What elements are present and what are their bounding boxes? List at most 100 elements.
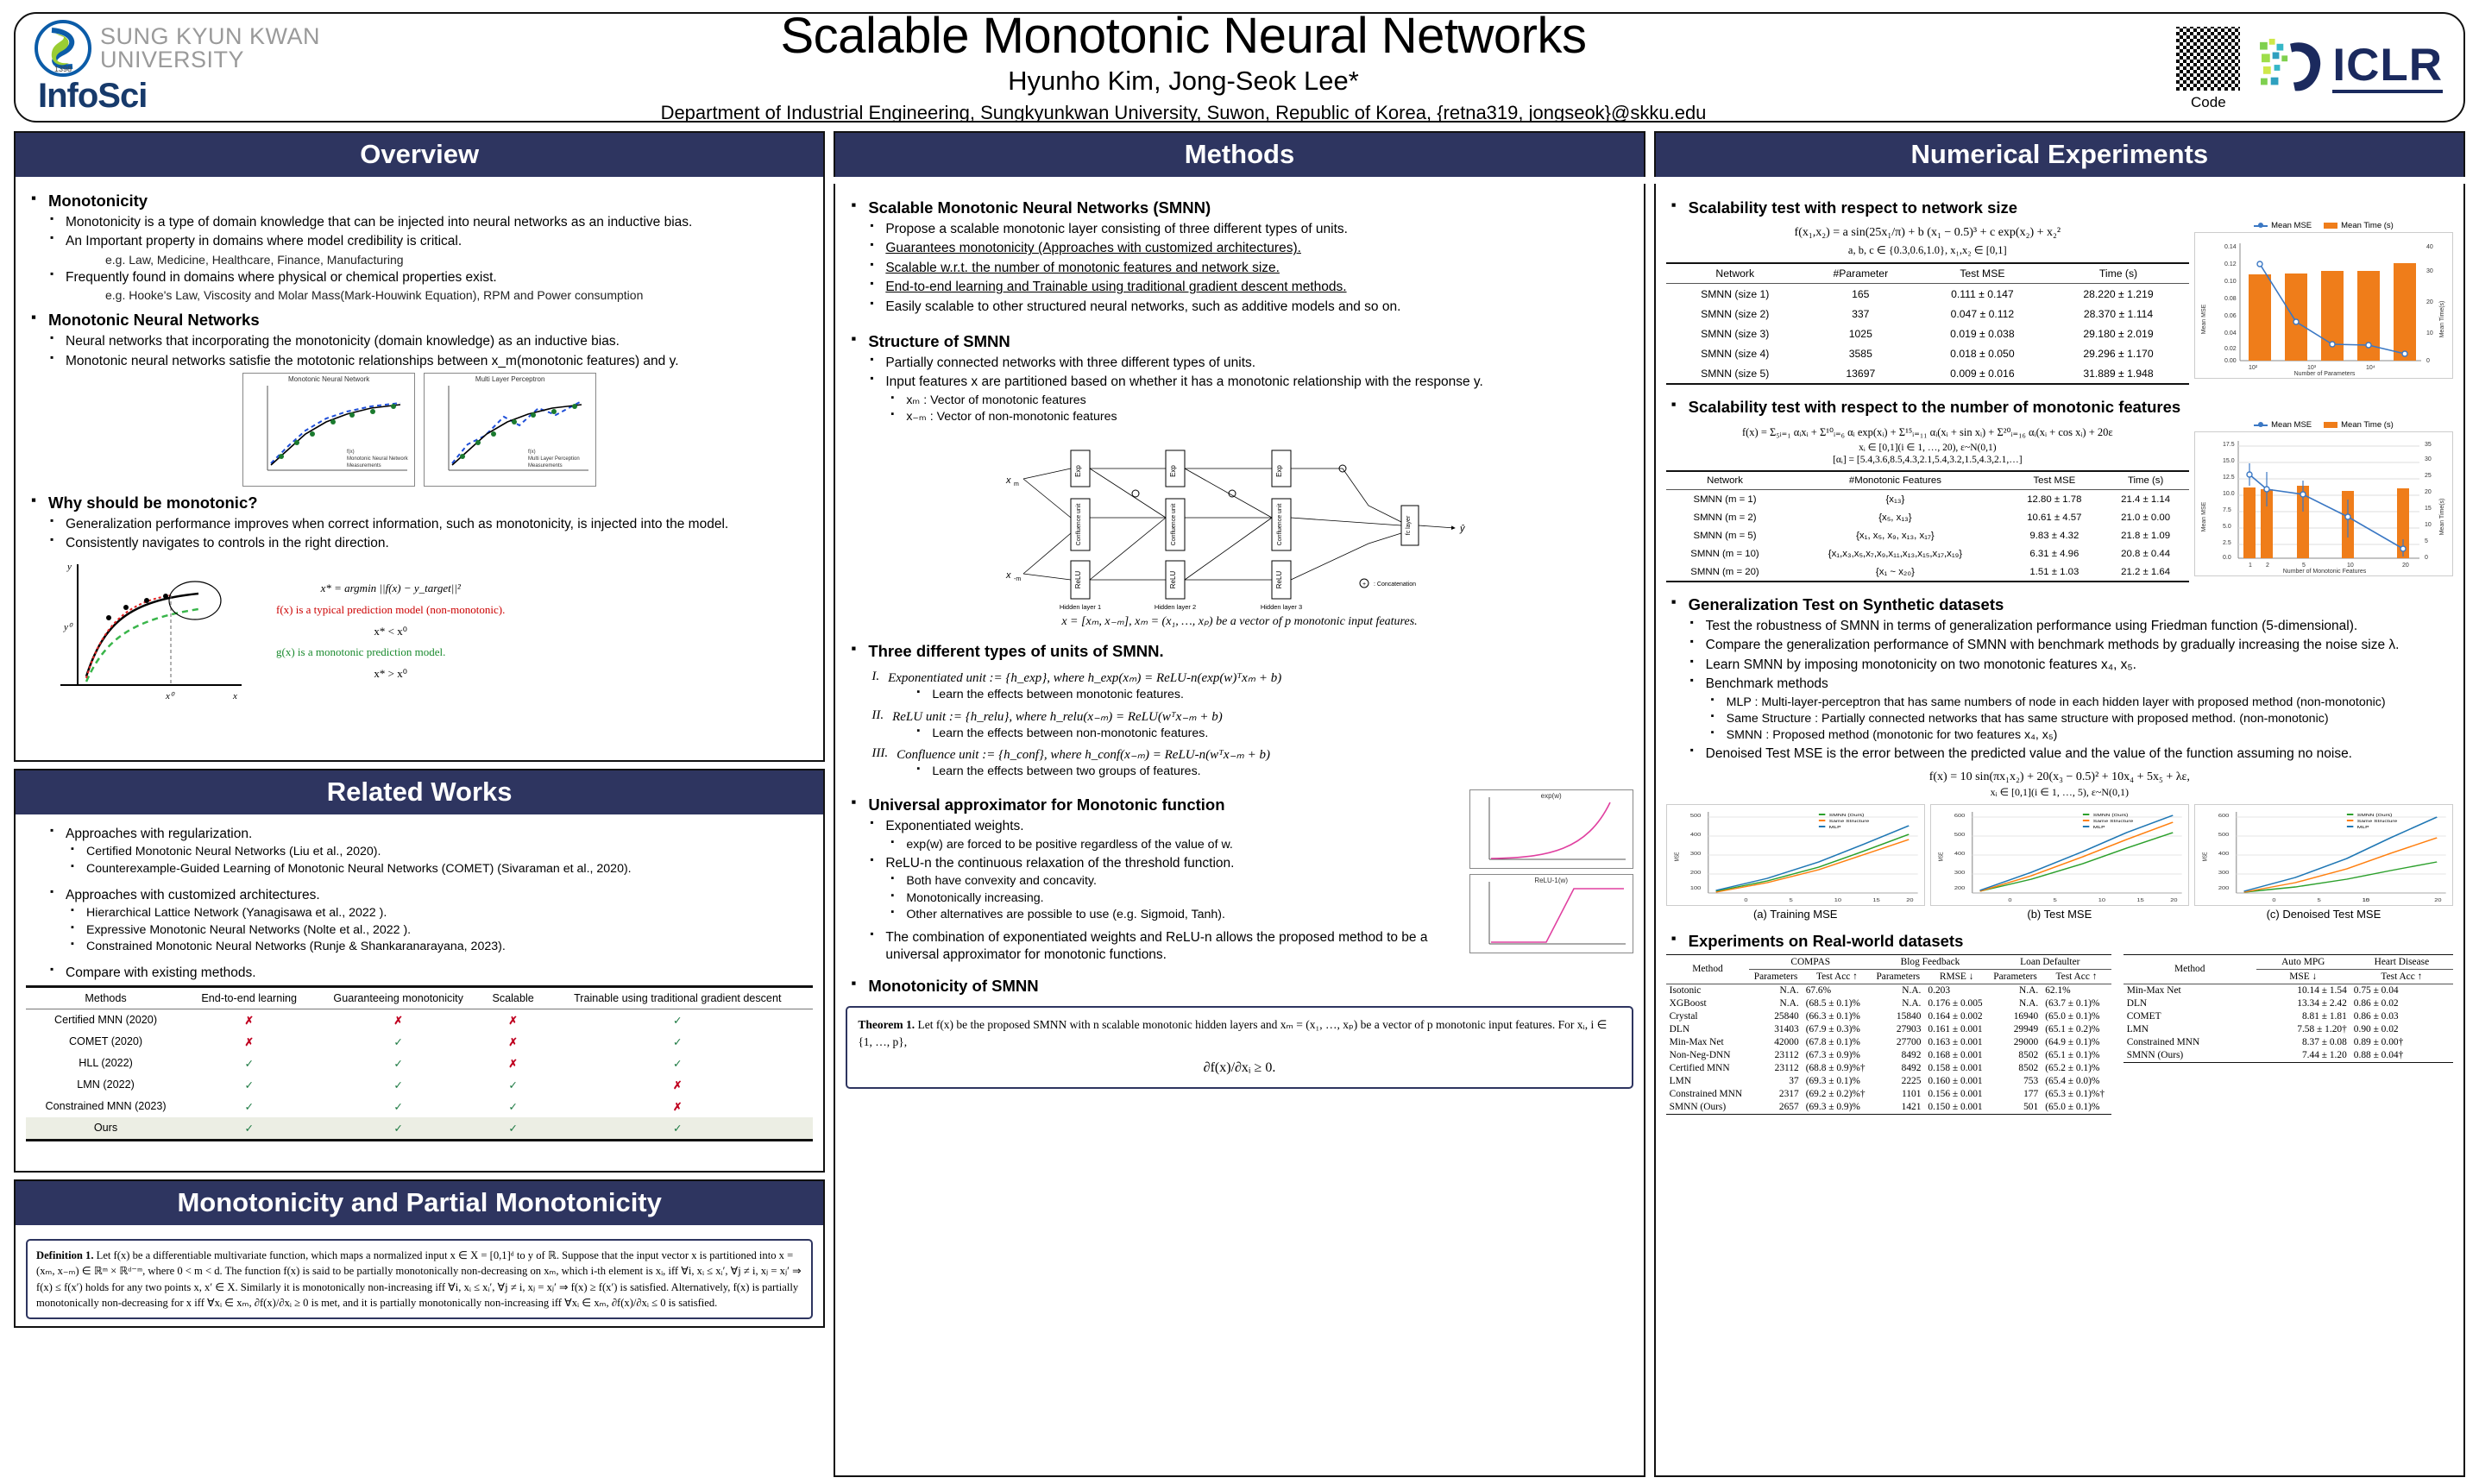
svg-text:20: 20 xyxy=(2402,563,2409,569)
chart-legend: Mean MSE Mean Time (s) xyxy=(2194,221,2453,230)
cross-icon: ✗ xyxy=(672,1100,683,1113)
svg-text:5: 5 xyxy=(2053,898,2057,903)
svg-text:Measurements: Measurements xyxy=(347,463,381,468)
table-row: Ours ✓ ✓ ✓ ✓ xyxy=(26,1116,814,1141)
figure-caption: exp(w) xyxy=(1540,792,1562,801)
mono-partial-section: Monotonicity and Partial Monotonicity De… xyxy=(14,1179,826,1328)
cross-icon: ✗ xyxy=(393,1014,403,1027)
table-cell: 2317 xyxy=(1778,1089,1799,1100)
table-cell: 21.4 ± 1.14 xyxy=(2121,494,2171,505)
unit-note: Learn the effects between non-monotonic … xyxy=(871,726,1633,741)
svg-text:200: 200 xyxy=(2218,886,2230,891)
table-cell: 0.111 ± 0.147 xyxy=(1951,287,2014,300)
methods-heading-smnn: Scalable Monotonic Neural Networks (SMNN… xyxy=(846,197,1633,217)
table-row: SMNN (m = 20) {x₁ ~ x₂₀} 1.51 ± 1.03 21.2 ±… xyxy=(1665,563,2189,582)
svg-text:20: 20 xyxy=(2434,898,2442,903)
table-cell: 2225 xyxy=(1901,1076,1922,1087)
column-numerical: Numerical Experiments Scalability test w… xyxy=(1653,131,2465,1477)
sub-header: Test Acc ↑ xyxy=(1815,971,1858,982)
table-cell: SMNN (size 5) xyxy=(1665,363,1804,385)
table-cell: 8.81 ± 1.81 xyxy=(2301,1011,2347,1022)
qr-code-icon[interactable] xyxy=(2174,23,2243,93)
method-name: SMNN (Ours) xyxy=(1665,1100,1750,1115)
svg-text:10⁴: 10⁴ xyxy=(2366,365,2375,371)
definition-box: Definition 1. Let f(x) be a differentiab… xyxy=(26,1239,814,1319)
table-row: SMNN (size 5) 13697 0.009 ± 0.016 31.889 ± … xyxy=(1665,363,2189,385)
table-cell: 15840 xyxy=(1896,1011,1922,1022)
legend-label: Mean Time (s) xyxy=(2341,420,2394,430)
methods-bullet: The combination of exponentiated weights… xyxy=(846,928,1462,963)
svg-text:0: 0 xyxy=(2426,358,2430,364)
related-works-band: Related Works xyxy=(14,769,826,814)
sub-header: Parameters xyxy=(1876,971,1921,982)
chart-caption: (a) Training MSE xyxy=(1752,907,1838,921)
mnn-figure-row: Monotonic Neural Network f( xyxy=(26,372,813,487)
col-header: #Parameter xyxy=(1803,263,1917,284)
svg-text:-m: -m xyxy=(1014,576,1021,582)
svg-text:1: 1 xyxy=(2249,563,2252,569)
table-row: DLN 31403 (67.9 ± 0.3)% 27903 0.161 ± 0.001 2… xyxy=(1666,1023,2111,1036)
table-row: Constrained MNN 8.37 ± 0.08 0.89 ± 0.00† xyxy=(2124,1036,2453,1049)
unit-equation: Exponentiated unit := {h_exp}, where h_e… xyxy=(888,671,1282,686)
overview-panel: Monotonicity Monotonicity is a type of d… xyxy=(14,177,826,762)
table-row: LMN 7.58 ± 1.20† 0.90 ± 0.02 xyxy=(2124,1023,2453,1036)
chart-scalability-network: Mean MSE Mean Time (s) Mean MSE Mean Tim… xyxy=(2193,221,2453,385)
svg-text:ReLU: ReLU xyxy=(1169,571,1177,589)
overview-bullet: Frequently found in domains where physic… xyxy=(26,267,813,286)
table-cell: 28.220 ± 1.219 xyxy=(2083,287,2154,300)
legend-label: Mean MSE xyxy=(2271,221,2312,230)
university-name-line2: UNIVERSITY xyxy=(100,46,245,72)
unit-number: III. xyxy=(871,745,889,760)
definition-label: Definition 1. xyxy=(36,1249,94,1261)
svg-text:200: 200 xyxy=(1689,871,1701,876)
check-icon: ✓ xyxy=(393,1078,403,1091)
theorem-text: Let f(x) be the proposed SMNN with n sca… xyxy=(858,1017,1608,1049)
svg-text:Hidden layer 2: Hidden layer 2 xyxy=(1155,603,1196,611)
unit-number: II. xyxy=(871,707,884,722)
sub-header: Test Acc ↑ xyxy=(2381,971,2423,982)
methods-bullet: Input features x are partitioned based o… xyxy=(846,372,1633,390)
unit-list: I. Exponentiated unit := {h_exp}, where … xyxy=(846,664,1633,781)
methods-heading-universal: Universal approximator for Monotonic fun… xyxy=(846,794,1462,814)
table-cell: 0.86 ± 0.03 xyxy=(2353,1011,2399,1022)
svg-text:10: 10 xyxy=(2426,330,2433,336)
svg-text:1398: 1398 xyxy=(54,65,72,73)
table-row: LMN 37 (69.3 ± 0.1)% 2225 0.160 ± 0.001 753 (6… xyxy=(1666,1075,2111,1088)
svg-text:100: 100 xyxy=(1689,886,1701,891)
chart-legend: Mean MSE Mean Time (s) xyxy=(2194,420,2453,430)
svg-text:ReLU: ReLU xyxy=(1074,571,1082,589)
scal-feat-eq2: xᵢ ∈ [0,1](i ∈ 1, …, 20), ε~N(0,1) xyxy=(1859,443,1997,453)
table-cell: (67.8 ± 0.1)% xyxy=(1805,1037,1860,1048)
col-header: Time (s) xyxy=(2102,471,2189,490)
table-cell: SMNN (size 4) xyxy=(1701,347,1770,360)
table-row: Min-Max Net 10.14 ± 1.54 0.75 ± 0.04 xyxy=(2123,983,2453,997)
sub-header: Test Acc ↑ xyxy=(2055,971,2098,982)
argmin-equation: x* = argmin ||f(x) − y_target||² xyxy=(320,582,461,595)
method-name: LMN (2022) xyxy=(77,1078,135,1091)
table-cell: (65.3 ± 0.1)%† xyxy=(2045,1089,2105,1100)
table-cell: (67.3 ± 0.9)% xyxy=(1805,1050,1860,1061)
legend-label: MLP xyxy=(1828,826,1840,830)
table-cell: {x₁ ~ x₂₀} xyxy=(1784,563,2007,582)
svg-text:2: 2 xyxy=(2266,563,2269,569)
table-cell: 25840 xyxy=(1774,1011,1799,1022)
university-name-line1: SUNG KYUN KWAN xyxy=(100,23,321,50)
svg-text:0.12: 0.12 xyxy=(2224,261,2237,267)
table-cell: 23112 xyxy=(1774,1063,1799,1074)
check-icon: ✓ xyxy=(672,1057,683,1070)
why-monotonic-notes: x* = argmin ||f(x) − y_target||² f(x) is… xyxy=(276,578,505,684)
sub-header: Parameters xyxy=(1753,971,1798,982)
cross-icon: ✗ xyxy=(244,1035,254,1048)
table-cell: 21.2 ± 1.64 xyxy=(2102,563,2189,582)
check-icon: ✓ xyxy=(244,1078,254,1091)
svg-text:Number of Monotonic Features: Number of Monotonic Features xyxy=(2283,569,2367,575)
page-title: Scalable Monotonic Neural Networks xyxy=(780,12,1588,65)
table-cell: 29.296 ± 1.170 xyxy=(2083,347,2154,360)
svg-text:Monotonic Neural Network: Monotonic Neural Network xyxy=(347,456,409,462)
table-row: Certified MNN (2020) ✗ ✗ ✗ ✓ xyxy=(26,1009,813,1031)
chart-canvas: Mean MSE Mean Time(s) 0.14 0.12 0.10 0.08 0… xyxy=(2193,232,2453,379)
unit-equation: Confluence unit := {h_conf}, where h_con… xyxy=(897,747,1270,762)
comparison-table-body: Certified MNN (2020) ✗ ✗ ✗ ✓ COMET (2020) ✗ ✓ ✗ ✓… xyxy=(26,1009,814,1141)
svg-text:300: 300 xyxy=(1954,871,1966,876)
check-icon: ✓ xyxy=(672,1122,683,1135)
